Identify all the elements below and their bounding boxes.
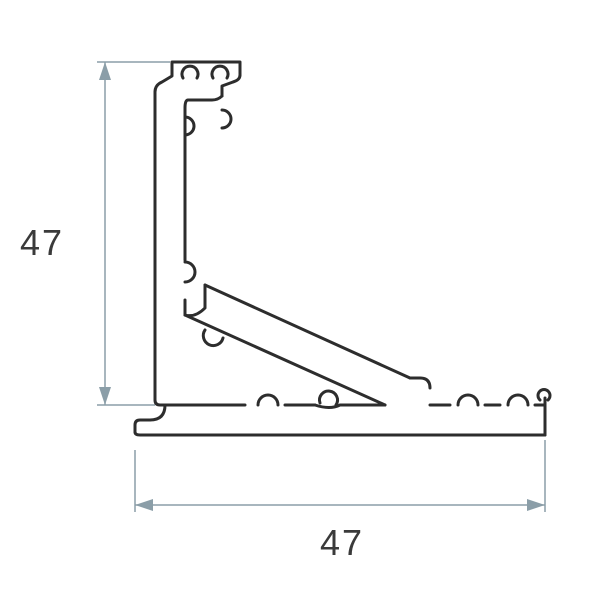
profile-section — [135, 62, 550, 435]
detail-bosses — [182, 66, 550, 405]
dimension-width: 47 — [135, 440, 545, 563]
dimension-width-label: 47 — [320, 522, 364, 563]
dimension-height: 47 — [20, 62, 170, 405]
dimension-height-label: 47 — [20, 222, 64, 263]
technical-drawing: 47 47 — [0, 0, 600, 600]
